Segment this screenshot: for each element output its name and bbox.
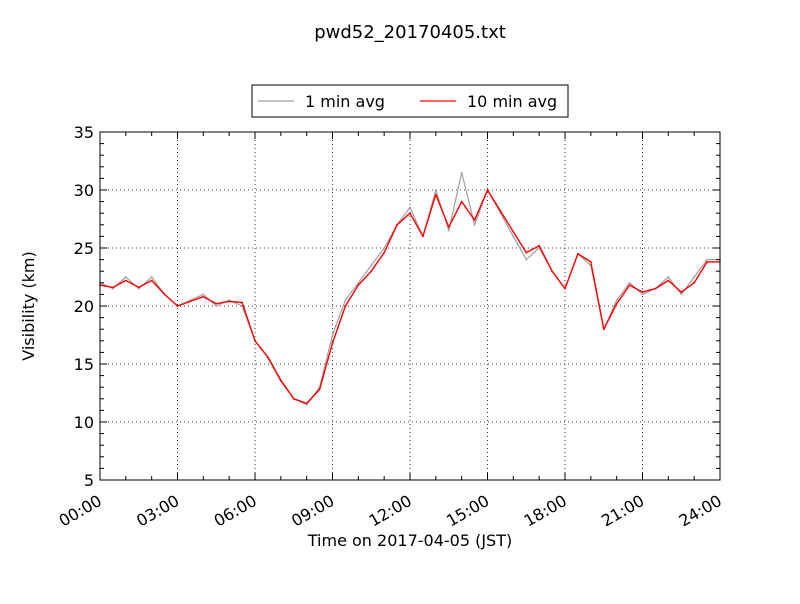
data-point-1-min-avg bbox=[693, 276, 696, 278]
data-point-10-min-avg bbox=[292, 397, 295, 400]
data-point-10-min-avg bbox=[538, 244, 541, 247]
data-point-1-min-avg bbox=[215, 305, 218, 307]
grid bbox=[100, 132, 720, 480]
y-tick-label: 35 bbox=[74, 123, 94, 142]
data-point-1-min-avg bbox=[628, 281, 631, 284]
data-point-10-min-avg bbox=[331, 342, 334, 345]
data-point-1-min-avg bbox=[202, 293, 205, 296]
data-point-10-min-avg bbox=[564, 287, 566, 290]
data-point-10-min-avg bbox=[163, 293, 166, 296]
data-point-1-min-avg bbox=[615, 299, 618, 302]
data-point-1-min-avg bbox=[706, 258, 708, 261]
data-point-10-min-avg bbox=[215, 302, 218, 305]
data-point-10-min-avg bbox=[512, 230, 515, 233]
data-point-10-min-avg bbox=[422, 235, 424, 238]
data-point-10-min-avg bbox=[189, 300, 192, 303]
data-point-1-min-avg bbox=[344, 299, 347, 302]
data-point-10-min-avg bbox=[680, 291, 683, 293]
data-point-10-min-avg bbox=[551, 270, 553, 273]
data-point-10-min-avg bbox=[344, 305, 347, 307]
data-point-10-min-avg bbox=[254, 339, 256, 342]
data-point-1-min-avg bbox=[641, 293, 644, 296]
data-point-10-min-avg bbox=[706, 261, 708, 263]
y-tick-label: 20 bbox=[74, 297, 94, 316]
data-point-10-min-avg bbox=[228, 300, 231, 303]
data-point-10-min-avg bbox=[615, 302, 618, 305]
data-point-1-min-avg bbox=[512, 235, 515, 238]
data-point-10-min-avg bbox=[396, 223, 398, 226]
data-point-10-min-avg bbox=[654, 287, 657, 290]
chart-title: pwd52_20170405.txt bbox=[314, 22, 506, 43]
data-point-10-min-avg bbox=[589, 261, 592, 263]
y-tick-label: 15 bbox=[74, 355, 94, 374]
data-point-1-min-avg bbox=[370, 264, 373, 267]
data-point-10-min-avg bbox=[124, 279, 127, 282]
data-point-10-min-avg bbox=[499, 209, 502, 212]
data-point-10-min-avg bbox=[486, 189, 489, 191]
x-axis-label: Time on 2017-04-05 (JST) bbox=[307, 531, 512, 550]
data-point-10-min-avg bbox=[434, 193, 437, 196]
data-point-1-min-avg bbox=[357, 281, 360, 284]
data-point-10-min-avg bbox=[525, 251, 528, 254]
y-tick-label: 5 bbox=[84, 471, 94, 490]
data-point-10-min-avg bbox=[150, 279, 153, 282]
data-point-10-min-avg bbox=[241, 301, 243, 304]
y-tick-label: 30 bbox=[74, 181, 94, 200]
data-point-1-min-avg bbox=[124, 276, 127, 278]
data-point-10-min-avg bbox=[357, 284, 360, 287]
data-point-1-min-avg bbox=[383, 247, 386, 249]
data-point-1-min-avg bbox=[473, 223, 476, 226]
data-point-10-min-avg bbox=[667, 279, 670, 282]
data-point-10-min-avg bbox=[460, 200, 463, 203]
data-point-10-min-avg bbox=[370, 270, 373, 273]
series-area bbox=[99, 171, 721, 406]
data-point-1-min-avg bbox=[680, 293, 683, 296]
legend-label-1-min-avg: 1 min avg bbox=[305, 92, 385, 111]
y-tick-label: 25 bbox=[74, 239, 94, 258]
data-point-1-min-avg bbox=[667, 276, 670, 278]
y-tick-label: 10 bbox=[74, 413, 94, 432]
data-point-10-min-avg bbox=[628, 284, 631, 287]
data-point-10-min-avg bbox=[202, 295, 205, 298]
data-point-10-min-avg bbox=[137, 286, 140, 289]
data-point-1-min-avg bbox=[434, 189, 437, 191]
data-point-1-min-avg bbox=[447, 229, 450, 232]
data-point-1-min-avg bbox=[525, 258, 528, 261]
data-point-10-min-avg bbox=[267, 356, 269, 358]
data-point-10-min-avg bbox=[383, 251, 386, 254]
data-point-10-min-avg bbox=[279, 379, 282, 382]
data-point-1-min-avg bbox=[409, 206, 411, 209]
data-point-10-min-avg bbox=[409, 212, 411, 215]
ticks bbox=[99, 131, 721, 481]
data-point-1-min-avg bbox=[150, 276, 153, 278]
data-point-10-min-avg bbox=[176, 305, 179, 307]
data-point-10-min-avg bbox=[641, 291, 644, 293]
data-point-10-min-avg bbox=[602, 328, 605, 331]
data-point-1-min-avg bbox=[331, 334, 334, 336]
data-point-1-min-avg bbox=[460, 171, 463, 174]
data-point-10-min-avg bbox=[447, 226, 450, 229]
legend: 1 min avg 10 min avg bbox=[251, 84, 569, 118]
legend-label-10-min-avg: 10 min avg bbox=[467, 92, 557, 111]
data-point-10-min-avg bbox=[318, 388, 321, 391]
y-axis-label: Visibility (km) bbox=[19, 251, 38, 360]
data-point-10-min-avg bbox=[577, 252, 579, 255]
data-point-10-min-avg bbox=[112, 286, 114, 289]
data-point-10-min-avg bbox=[305, 402, 308, 405]
data-point-10-min-avg bbox=[473, 219, 476, 222]
data-point-10-min-avg bbox=[693, 281, 696, 284]
legend-box bbox=[251, 84, 569, 118]
